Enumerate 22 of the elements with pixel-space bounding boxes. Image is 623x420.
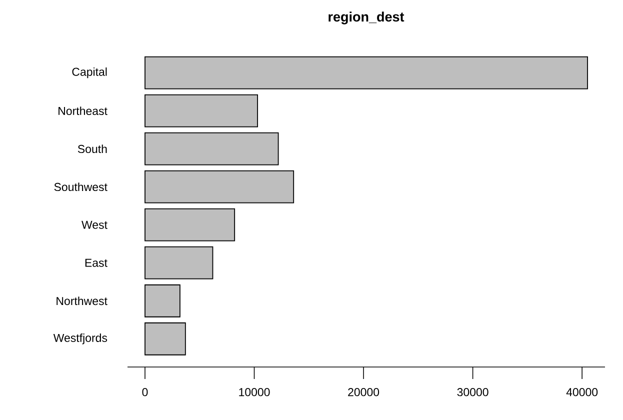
y-tick-label: Capital [72, 67, 107, 78]
bar [144, 208, 236, 242]
x-tick-label: 10000 [239, 388, 270, 396]
bar [144, 322, 186, 356]
x-tick-label: 40000 [566, 388, 598, 396]
y-tick-label: South [78, 144, 107, 154]
bar [144, 284, 180, 318]
chart-title: region_dest [328, 12, 404, 24]
x-tick-label: 0 [142, 388, 148, 396]
y-tick-label: Northwest [56, 296, 108, 306]
bar [144, 132, 279, 166]
y-tick-label: Southwest [54, 182, 108, 192]
y-tick-label: East [85, 258, 108, 267]
bar [144, 170, 294, 204]
bar [144, 56, 588, 90]
bar [144, 94, 258, 128]
y-tick-label: Northeast [58, 106, 108, 116]
x-tick-label: 30000 [457, 388, 488, 396]
x-tick-label: 20000 [348, 388, 380, 396]
y-tick-label: West [82, 220, 108, 229]
y-tick-label: Westfjords [53, 334, 108, 344]
bar [144, 246, 214, 280]
